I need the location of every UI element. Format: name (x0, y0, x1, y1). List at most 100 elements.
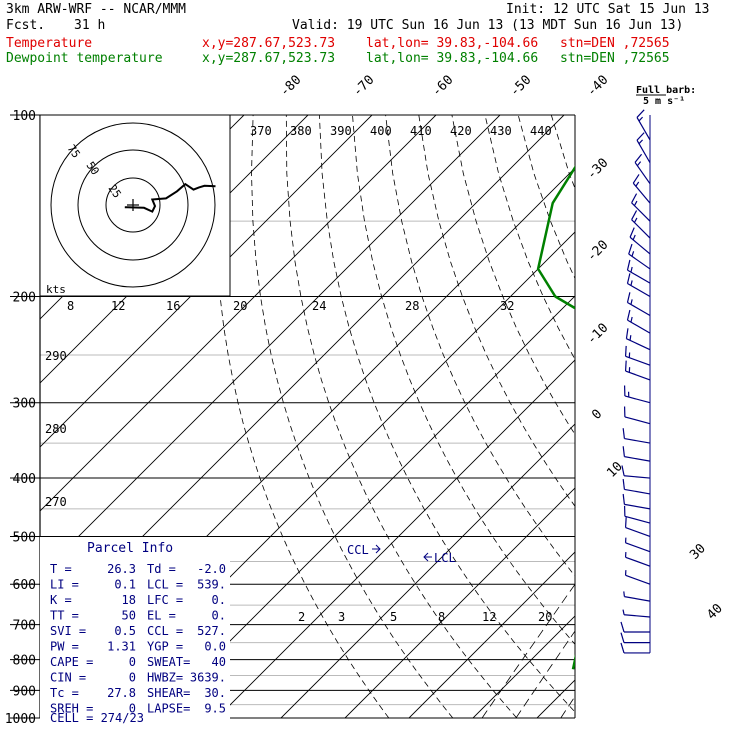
dry-adiabat (418, 115, 575, 507)
forecast-label: Fcst. (6, 18, 46, 33)
mixing-ratio-label: 16 (166, 299, 180, 313)
dry-adiabat (352, 115, 575, 645)
isotherm (408, 551, 575, 718)
dry-adiabat (584, 115, 740, 718)
parcel-param-value: 539. (197, 578, 226, 592)
parcel-info-title: Parcel Info (87, 541, 173, 556)
hodograph-units: kts (46, 283, 66, 296)
pressure-label: 1000 (5, 712, 36, 727)
parcel-param-value: 1.31 (107, 640, 136, 654)
theta-label: 390 (330, 124, 352, 138)
hodograph-ring (77, 149, 189, 261)
parcel-param-name: T = (50, 562, 72, 576)
isotherm (601, 115, 740, 718)
temp-latlon: lat,lon= 39.83,-104.66 (366, 36, 539, 51)
isotherm-label: -40 (584, 73, 611, 100)
parcel-param-value: 50 (122, 609, 136, 623)
mixing-ratio-line (604, 537, 722, 719)
model-title: 3km ARW-WRF -- NCAR/MMM (6, 2, 187, 17)
theta-label-left: 290 (45, 349, 67, 363)
pressure-label: 400 (13, 472, 36, 487)
wind-barb (624, 345, 651, 366)
mixing-ratio-label-low: 12 (482, 610, 496, 624)
wind-barb (621, 465, 651, 479)
wind-barb (626, 259, 651, 284)
dry-adiabat (385, 115, 575, 577)
mixing-ratio-label: 20 (233, 299, 247, 313)
parcel-param-name: CAPE = (50, 655, 93, 669)
isotherm (40, 115, 501, 576)
dry-adiabat (618, 115, 740, 718)
parcel-param-name: CIN = (50, 671, 86, 685)
isotherm-label: -70 (350, 73, 377, 100)
dewpoint-profile (536, 165, 575, 670)
parcel-param-name: SHEAR= (147, 686, 190, 700)
theta-label: 380 (290, 124, 312, 138)
wind-barb (624, 517, 651, 538)
temp-station: stn=DEN ,72565 (560, 36, 670, 51)
wind-barb (626, 273, 651, 298)
wind-barb (631, 210, 651, 239)
temperature-legend: Temperature (6, 36, 93, 51)
wind-barb (624, 552, 651, 567)
isotherm-label: -10 (584, 321, 611, 348)
isotherm (536, 679, 575, 718)
dewp-xy: x,y=287.67,523.73 (202, 51, 336, 66)
parcel-param-name: Tc = (50, 686, 79, 700)
lcl-label: LCL (434, 551, 456, 565)
theta-label: 370 (250, 124, 272, 138)
parcel-param-value: 0. (212, 609, 226, 623)
ccl-arrow (372, 544, 381, 554)
parcel-param-value: 527. (197, 624, 226, 638)
parcel-param-name: LI = (50, 578, 79, 592)
mixing-ratio-line (515, 630, 575, 718)
mixing-ratio-label: 32 (500, 299, 514, 313)
wind-barb (631, 193, 651, 222)
theta-label: 410 (410, 124, 432, 138)
parcel-param-value: 0 (129, 655, 136, 669)
parcel-param-value: 0.0 (204, 640, 226, 654)
isotherm (216, 359, 575, 718)
dry-adiabat (215, 115, 390, 718)
dry-adiabat (484, 115, 575, 360)
parcel-param-name: LFC = (147, 593, 183, 607)
isotherm-label: -60 (429, 73, 456, 100)
parcel-param-value: 0. (212, 593, 226, 607)
mixing-ratio-label-low: 8 (438, 610, 445, 624)
parcel-param-value: 26.3 (107, 562, 136, 576)
parcel-param-name: LAPSE= (147, 702, 190, 716)
wind-barb (623, 505, 651, 524)
mixing-ratio-label: 24 (312, 299, 326, 313)
pressure-label: 500 (13, 530, 36, 545)
parcel-param-name: PW = (50, 640, 79, 654)
wind-barb (623, 385, 651, 404)
isotherm (472, 615, 575, 718)
parcel-param-value: 18 (122, 593, 136, 607)
parcel-param-name: TT = (50, 609, 79, 623)
barb-legend-value: 5 m s⁻¹ (643, 96, 685, 107)
isotherm (280, 423, 575, 718)
isotherm (344, 487, 575, 718)
isotherm (40, 115, 373, 448)
parcel-param-value: 40 (212, 655, 226, 669)
theta-label: 440 (530, 124, 552, 138)
forecast-hour: 31 h (74, 18, 106, 33)
parcel-param-name: LCL = (147, 578, 183, 592)
theta-label-left: 270 (45, 495, 67, 509)
wind-barbs (620, 109, 651, 654)
theta-label: 430 (490, 124, 512, 138)
parcel-info-panel: Parcel Info T = 26.3 Td = -2.0 LI = 0.1 LCL = 53… (40, 537, 230, 727)
parcel-info-bg (40, 537, 230, 727)
wind-barb (622, 478, 651, 495)
wind-barb (620, 632, 650, 644)
wind-barb (622, 609, 651, 618)
dry-adiabats (215, 115, 740, 718)
isotherm-label: 40 (704, 601, 726, 623)
parcel-param-name: SVI = (50, 624, 86, 638)
pressure-label: 300 (13, 397, 36, 412)
wind-barb (624, 570, 651, 585)
mixing-ratio-label-low: 5 (390, 610, 397, 624)
parcel-param-value: 27.8 (107, 686, 136, 700)
